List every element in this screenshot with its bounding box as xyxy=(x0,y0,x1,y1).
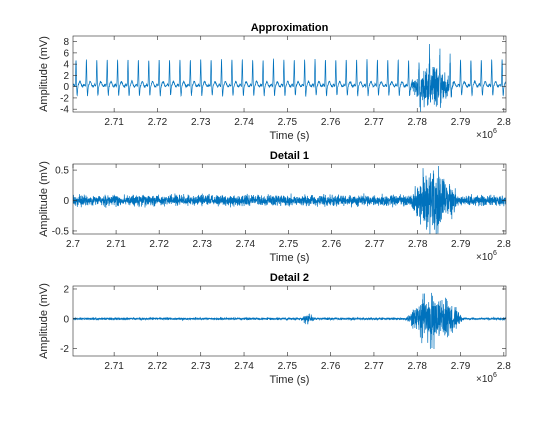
x-tick-label: 2.71 xyxy=(104,117,124,128)
x-tick-label: 2.75 xyxy=(278,117,298,128)
x-exponent-label: ×106 xyxy=(476,250,497,263)
y-tick-label: 4 xyxy=(63,60,69,71)
y-tick-label: 8 xyxy=(63,37,69,48)
chart-panel-1: 2.71 2.72 2.73 2.74 2.75 2.76 2.77 2.78 2.79 2.8 -… xyxy=(38,22,511,142)
x-axis-label: Time (s) xyxy=(270,374,310,386)
x-tick-label: 2.77 xyxy=(364,117,384,128)
y-tick-label: 2 xyxy=(63,71,69,82)
y-axis-label: Amplitude (mV) xyxy=(38,161,50,237)
x-tick-label: 2.78 xyxy=(408,117,428,128)
x-tick-label: 2.72 xyxy=(149,239,169,250)
x-exponent-label: ×106 xyxy=(476,372,497,385)
chart-title: Detail 2 xyxy=(270,272,309,284)
x-axis-label: Time (s) xyxy=(270,130,310,142)
x-tick-label: 2.73 xyxy=(191,361,211,372)
x-tick-label: 2.79 xyxy=(451,117,471,128)
x-tick-label: 2.79 xyxy=(451,239,471,250)
y-tick-label: 0 xyxy=(63,82,69,93)
y-tick-label: -2 xyxy=(60,93,69,104)
y-tick-label: -4 xyxy=(60,105,69,116)
chart-title: Detail 1 xyxy=(270,150,309,162)
y-tick-label: -0.5 xyxy=(52,226,70,237)
x-exponent-label: ×106 xyxy=(476,128,497,141)
chart-panel-2: 2.7 2.71 2.72 2.73 2.74 2.75 2.76 2.77 2.78 2.79 2… xyxy=(38,150,511,264)
x-tick-label: 2.76 xyxy=(322,239,342,250)
x-tick-label: 2.71 xyxy=(104,361,124,372)
x-tick-label: 2.73 xyxy=(191,117,211,128)
x-tick-label: 2.74 xyxy=(234,117,254,128)
y-tick-label: 0 xyxy=(63,314,69,325)
x-tick-label: 2.8 xyxy=(497,361,511,372)
y-axis-label: Amplitude (mV) xyxy=(38,283,50,359)
x-tick-label: 2.75 xyxy=(278,361,298,372)
x-tick-label: 2.79 xyxy=(451,361,471,372)
y-tick-label: 2 xyxy=(63,284,69,295)
x-tick-label: 2.75 xyxy=(279,239,299,250)
y-tick-label: 0.5 xyxy=(55,166,69,177)
x-tick-label: 2.76 xyxy=(321,117,341,128)
y-tick-label: 6 xyxy=(63,48,69,59)
chart-panel-3: 2.71 2.72 2.73 2.74 2.75 2.76 2.77 2.78 2.79 2.8 -… xyxy=(38,272,511,386)
x-tick-label: 2.78 xyxy=(408,239,428,250)
y-tick-label: 0 xyxy=(63,196,69,207)
x-tick-label: 2.74 xyxy=(234,361,254,372)
x-tick-label: 2.77 xyxy=(364,361,384,372)
x-tick-label: 2.72 xyxy=(148,117,168,128)
x-tick-label: 2.73 xyxy=(193,239,213,250)
x-tick-label: 2.71 xyxy=(106,239,126,250)
x-tick-label: 2.74 xyxy=(236,239,256,250)
chart-title: Approximation xyxy=(251,22,329,34)
x-tick-label: 2.8 xyxy=(497,239,511,250)
y-tick-label: -2 xyxy=(60,344,69,355)
x-tick-label: 2.76 xyxy=(321,361,341,372)
x-tick-label: 2.77 xyxy=(365,239,385,250)
x-axis-label: Time (s) xyxy=(270,252,310,264)
x-tick-label: 2.8 xyxy=(497,117,511,128)
x-tick-label: 2.72 xyxy=(148,361,168,372)
y-axis-label: Amplitude (mV) xyxy=(38,36,50,112)
x-tick-label: 2.78 xyxy=(408,361,428,372)
x-tick-label: 2.7 xyxy=(66,239,80,250)
